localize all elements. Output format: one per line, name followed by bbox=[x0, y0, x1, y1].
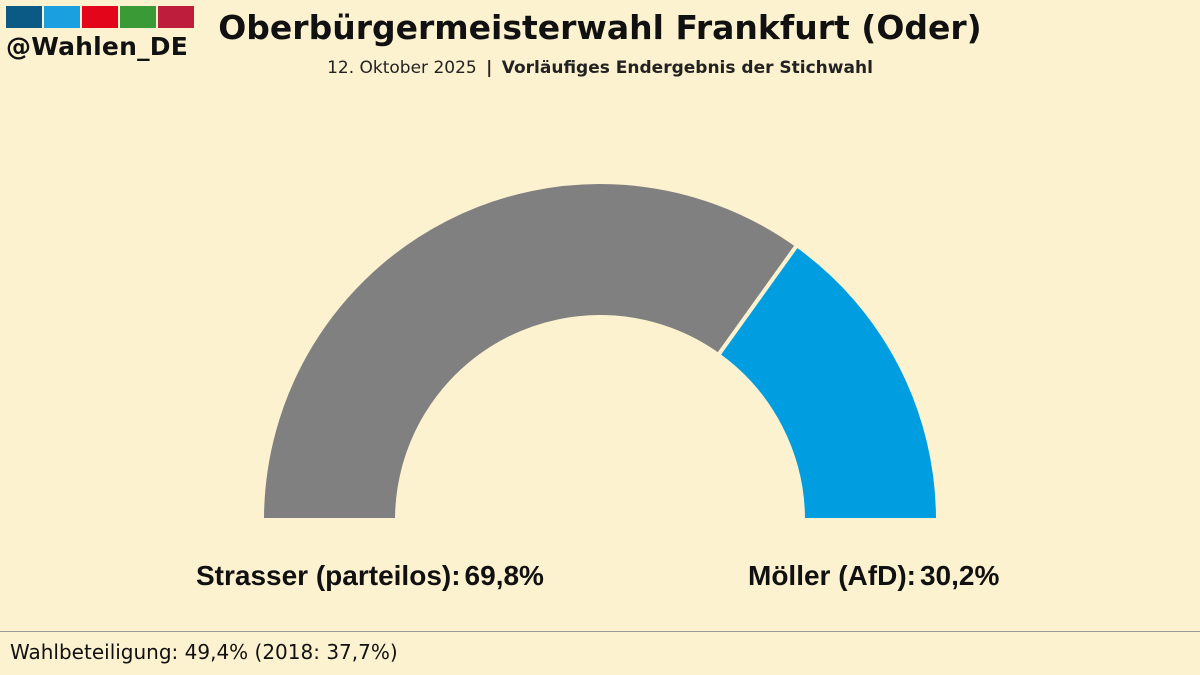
donut-segment-strasser bbox=[259, 180, 800, 522]
result-status: Vorläufiges Endergebnis der Stichwahl bbox=[501, 58, 873, 78]
chart-title: Oberbürgermeisterwahl Frankfurt (Oder) bbox=[218, 8, 982, 47]
candidate-name: Strasser (parteilos): bbox=[196, 560, 461, 591]
brand-logo: @Wahlen_DE bbox=[6, 6, 196, 61]
brand-stripes bbox=[6, 6, 196, 28]
donut-segment-moeller bbox=[715, 242, 941, 522]
candidate-name: Möller (AfD): bbox=[748, 560, 916, 591]
brand-stripe bbox=[44, 6, 80, 28]
turnout-note: Wahlbeteiligung: 49,4% (2018: 37,7%) bbox=[10, 640, 398, 664]
brand-handle: @Wahlen_DE bbox=[6, 32, 189, 61]
result-label-strasser: Strasser (parteilos): 69,8% bbox=[196, 560, 544, 592]
result-label-moeller: Möller (AfD): 30,2% bbox=[748, 560, 999, 592]
brand-stripe bbox=[120, 6, 156, 28]
footer-divider bbox=[0, 631, 1200, 632]
brand-stripe bbox=[82, 6, 118, 28]
brand-stripe bbox=[158, 6, 194, 28]
candidate-share: 30,2% bbox=[919, 560, 1000, 591]
chart-subtitle: 12. Oktober 2025 | Vorläufiges Endergebn… bbox=[0, 58, 1200, 78]
election-date: 12. Oktober 2025 bbox=[327, 58, 477, 78]
brand-stripe bbox=[6, 6, 42, 28]
subtitle-separator: | bbox=[486, 58, 493, 78]
candidate-share: 69,8% bbox=[464, 560, 544, 591]
